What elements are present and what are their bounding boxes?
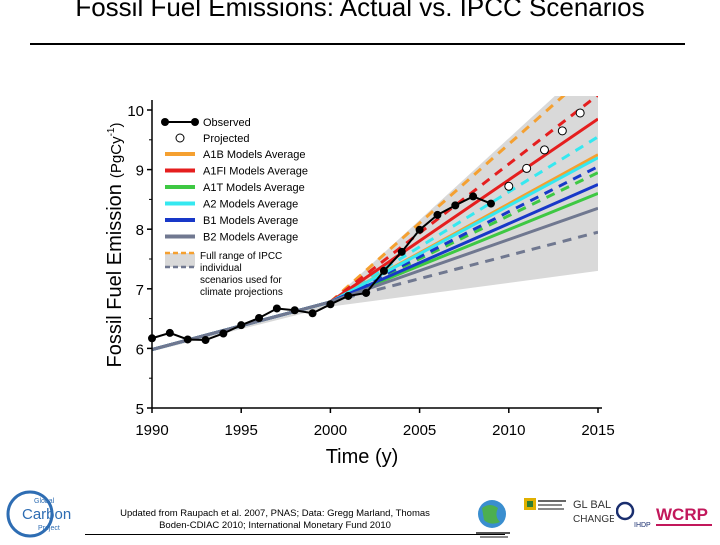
wcrp-logo: WCRP xyxy=(654,500,718,530)
dashed-scenario-line-1 xyxy=(329,96,566,304)
legend-observed-marker xyxy=(161,118,169,126)
x-tick-label: 2015 xyxy=(581,422,614,439)
dashed-scenario-line-6 xyxy=(330,230,598,304)
observed-point xyxy=(165,328,174,337)
partner-logo-esf xyxy=(522,496,568,526)
scenario-range-layer xyxy=(152,96,598,352)
y-tick-label: 6 xyxy=(136,341,144,358)
legend-projected-marker xyxy=(175,133,185,143)
global-change-line1: GL BAL xyxy=(573,499,611,511)
dashed-scenario-line-2 xyxy=(329,96,598,304)
legend-range-label: individual xyxy=(200,263,242,274)
observed-point xyxy=(201,336,210,345)
global-change-logo: GL BAL CHANGE xyxy=(572,496,616,528)
gcp-logo-ring xyxy=(6,490,54,538)
legend-range-swatch xyxy=(165,253,195,267)
legend-scenario-label-4: A2 Models Average xyxy=(203,199,298,211)
title-underline xyxy=(30,43,685,45)
ihdp-text: IHDP xyxy=(634,522,651,529)
legend-range-label: Full range of IPCC xyxy=(200,251,282,262)
legend-observed-marker xyxy=(191,118,199,126)
projected-point xyxy=(504,181,514,191)
x-tick-label: 2005 xyxy=(403,422,436,439)
y-axis-label-unit: (PgCy xyxy=(108,136,125,178)
legend-range-label: scenarios used for xyxy=(200,275,282,286)
wcrp-text: WCRP xyxy=(656,505,708,524)
observed-point xyxy=(290,306,299,315)
observed-point xyxy=(415,225,424,234)
chart-title: Fossil Fuel Emissions: Actual vs. IPCC S… xyxy=(75,0,645,22)
observed-point xyxy=(308,309,317,318)
x-tick-label: 1995 xyxy=(225,422,258,439)
observed-point xyxy=(219,329,228,338)
observed-point xyxy=(326,300,335,309)
legend: Observed Projected A1B Models Average A1FI … xyxy=(161,117,308,298)
y-axis-label-sup: -1 xyxy=(106,127,117,136)
observed-point xyxy=(397,247,406,256)
legend-projected-label: Projected xyxy=(203,133,249,145)
observed-point xyxy=(237,321,246,330)
legend-scenario-label-6: B2 Models Average xyxy=(203,232,298,244)
gcp-logo: Global Carbon Project xyxy=(4,486,72,540)
legend-scenario-label-2: A1FI Models Average xyxy=(203,166,308,178)
legend-observed-label: Observed xyxy=(203,117,251,129)
y-tick-label: 5 xyxy=(136,401,144,418)
x-tick-label: 2010 xyxy=(492,422,525,439)
observed-point xyxy=(344,291,353,300)
y-tick-label: 10 xyxy=(127,103,144,120)
source-credit: Updated from Raupach et al. 2007, PNAS; … xyxy=(120,508,430,531)
observed-series-layer xyxy=(148,108,585,345)
axes: 5 6 7 8 9 10 1990 1995 2000 2005 2010 2015 xyxy=(127,100,615,439)
y-axis-label: Fossil Fuel Emission (PgCy-1) xyxy=(104,123,126,368)
observed-point xyxy=(379,266,388,275)
observed-point xyxy=(183,335,192,344)
legend-range-label: climate projections xyxy=(200,287,283,298)
y-axis-label-main: Fossil Fuel Emission xyxy=(104,184,126,367)
dashed-scenario-line-3 xyxy=(329,135,598,304)
y-tick-label: 7 xyxy=(136,282,144,299)
projected-point xyxy=(522,163,532,173)
ihdp-circle-icon xyxy=(615,501,635,521)
x-tick-label: 2000 xyxy=(314,422,347,439)
legend-scenario-label-3: A1T Models Average xyxy=(203,182,305,194)
scenario-range-band xyxy=(152,96,598,352)
footer-underline xyxy=(85,534,505,535)
y-axis-label-close: ) xyxy=(108,123,125,128)
observed-point xyxy=(272,304,281,313)
gcp-logo-sub: Project xyxy=(38,525,60,532)
observed-point xyxy=(255,314,264,323)
projected-point xyxy=(539,145,549,155)
x-axis-label: Time (y) xyxy=(326,446,399,468)
gcp-logo-main: Carbon xyxy=(22,506,71,523)
x-tick-label: 1990 xyxy=(135,422,168,439)
ihdp-logo: IHDP xyxy=(615,500,652,530)
projected-point xyxy=(557,126,567,136)
legend-scenario-label-1: A1B Models Average xyxy=(203,149,306,161)
partner-logo-globe xyxy=(472,496,516,540)
observed-point xyxy=(486,199,495,208)
observed-point xyxy=(433,210,442,219)
observed-point xyxy=(469,192,478,201)
legend-scenario-label-5: B1 Models Average xyxy=(203,215,298,227)
y-tick-label: 9 xyxy=(136,163,144,180)
projected-point xyxy=(575,108,585,118)
gcp-logo-small: Global xyxy=(34,498,55,505)
observed-point xyxy=(451,201,460,210)
global-change-line2: CHANGE xyxy=(573,514,614,525)
y-tick-label: 8 xyxy=(136,222,144,239)
observed-point xyxy=(362,288,371,297)
globe-land-icon xyxy=(482,505,500,524)
